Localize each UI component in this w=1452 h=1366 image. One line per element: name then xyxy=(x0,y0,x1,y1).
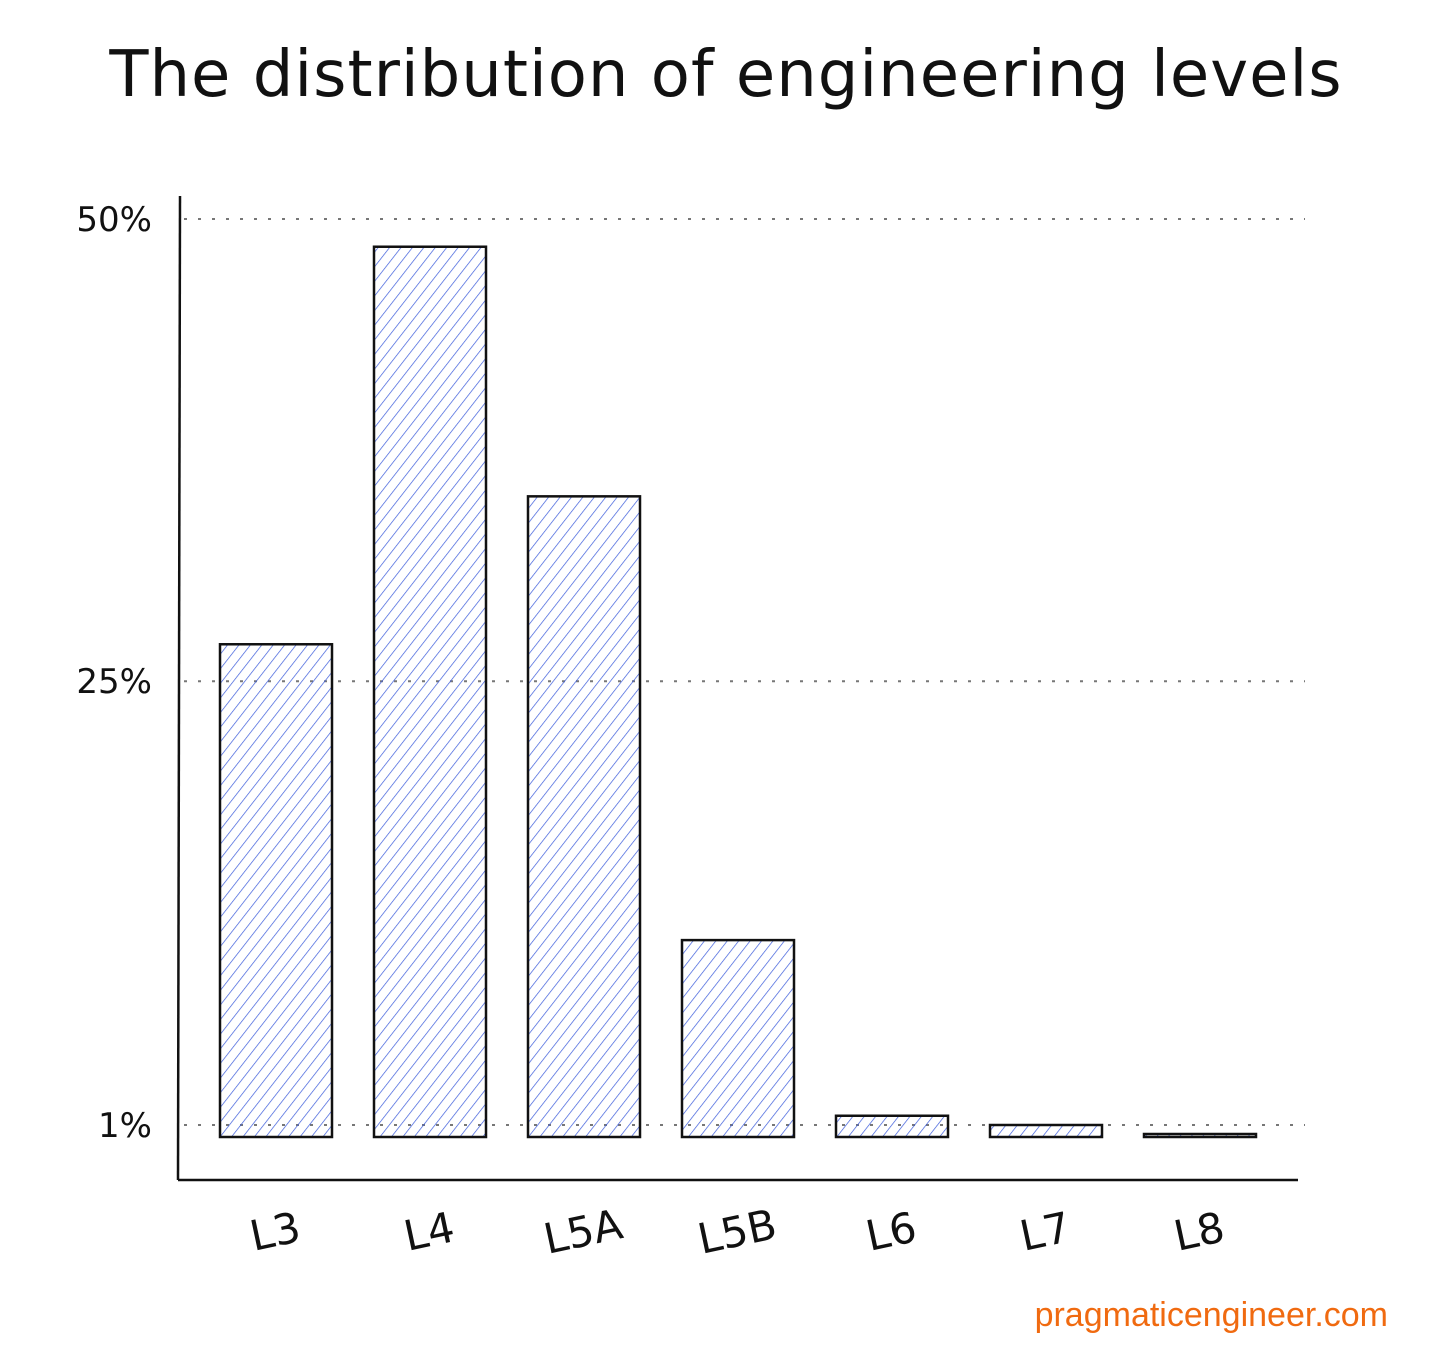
bar xyxy=(1142,1132,1258,1139)
x-category-label: L3 xyxy=(245,1202,304,1260)
y-axis xyxy=(176,195,182,1181)
bar xyxy=(218,643,334,1139)
x-category-label: L8 xyxy=(1169,1202,1228,1260)
y-tick-label: 1% xyxy=(98,1106,152,1146)
source-credit: pragmaticengineer.com xyxy=(1034,1296,1388,1334)
x-category-label: L6 xyxy=(861,1202,920,1260)
axes xyxy=(176,195,1298,1182)
x-category-labels: L3 L4 L5A L5B L6 L7 L8 xyxy=(245,1199,1228,1263)
x-category-label: L4 xyxy=(399,1202,458,1260)
y-tick-label: 25% xyxy=(76,662,152,702)
bar xyxy=(680,938,796,1139)
x-category-label: L7 xyxy=(1015,1202,1074,1260)
bar xyxy=(526,495,642,1139)
bars xyxy=(218,245,1258,1139)
y-tick-label: 50% xyxy=(76,200,152,240)
bar xyxy=(988,1123,1104,1139)
bar xyxy=(372,245,488,1139)
y-tick-labels: 50% 25% 1% xyxy=(76,200,152,1146)
x-category-label: L5A xyxy=(539,1199,627,1263)
chart-title: The distribution of engineering levels xyxy=(109,38,1343,112)
bar xyxy=(834,1114,950,1139)
x-category-label: L5B xyxy=(693,1199,780,1263)
